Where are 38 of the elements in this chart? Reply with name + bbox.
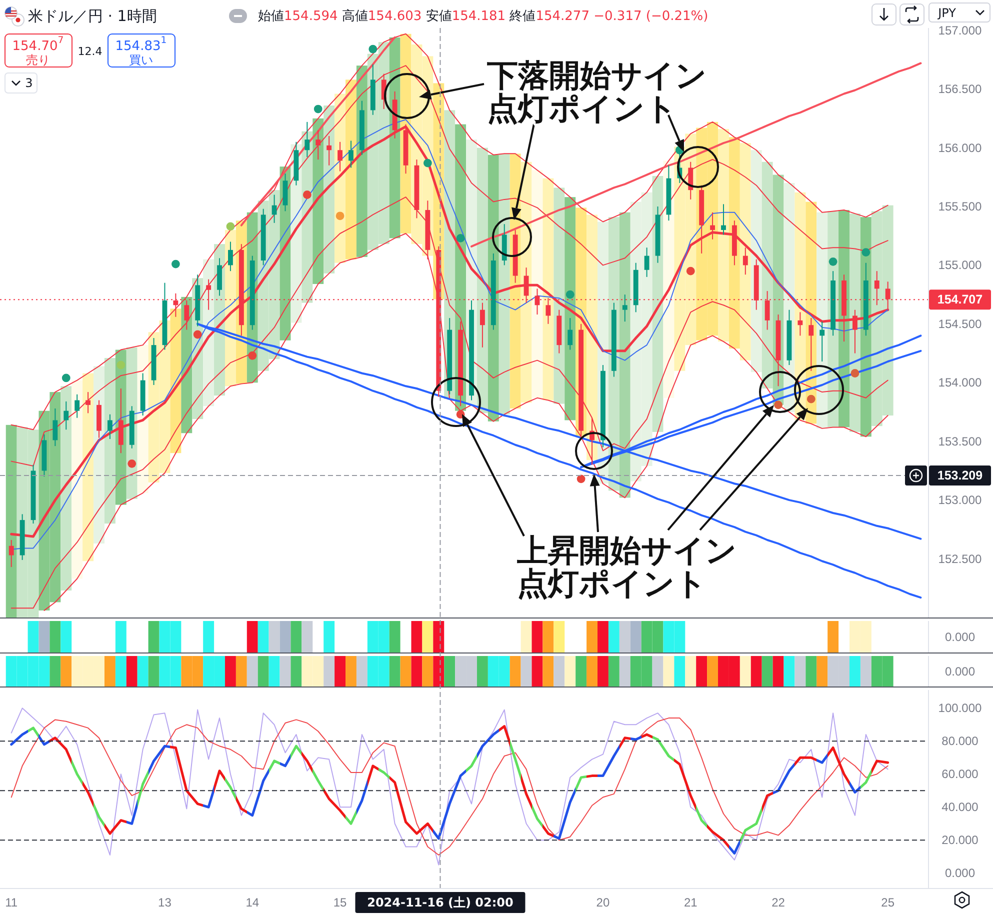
annotation: 3: [25, 76, 33, 90]
text: JPY: [937, 6, 957, 20]
annotation: 下落開始サイン点灯ポイント: [486, 58, 707, 127]
text: 始値154.594 高値154.603 安値154.181 終値154.277 −0.317 (−0.21%): [258, 8, 708, 24]
x-tick-label: 20: [596, 896, 610, 910]
y-tick-label: 153.000: [938, 493, 982, 508]
x-tick-label: 25: [881, 896, 895, 910]
ref-line-label: 153.209: [937, 468, 983, 483]
y-tick-label: 100.000: [938, 701, 982, 716]
chart-title: 米ドル／円 · 1時間: [28, 7, 157, 25]
y-tick-label: 153.500: [938, 434, 982, 448]
y-tick-label: 154.000: [938, 376, 982, 390]
annotation: 154.70$^{7}$: [12, 35, 64, 54]
annotation: 上昇開始サイン点灯ポイント: [516, 533, 737, 602]
annotation: 売り: [26, 53, 50, 67]
y-tick-label: 20.000: [942, 833, 979, 848]
annotation: 12.4: [78, 44, 102, 58]
x-tick-label: 15: [333, 896, 348, 910]
x-tick-label: 13: [158, 896, 172, 910]
x-tick-label: 11: [5, 896, 18, 910]
y-tick-label: 80.000: [942, 734, 979, 748]
y-tick-label: 40.000: [942, 800, 979, 814]
y-tick-label: 154.500: [938, 316, 982, 331]
x-tick-label: 21: [684, 896, 698, 910]
x-tick-label: 14: [246, 896, 260, 910]
y-tick-label: 156.000: [938, 140, 982, 155]
y-tick-label: 157.000: [938, 23, 982, 38]
y-tick-label: 155.500: [938, 199, 982, 214]
y-tick-label: 156.500: [938, 82, 982, 96]
annotation: 買い: [129, 53, 153, 67]
y-tick-label: 0.000: [944, 866, 976, 880]
annotation: 154.83$^{1}$: [115, 35, 167, 54]
y-tick-label: 155.000: [938, 258, 982, 272]
ref-line-label: 154.707: [937, 292, 983, 307]
x-tick-label: 2024-11-16 (土) 02:00: [367, 896, 514, 910]
x-tick-label: 22: [772, 896, 786, 910]
y-tick-label: 60.000: [942, 767, 979, 782]
y-tick-label: 152.500: [938, 552, 982, 566]
